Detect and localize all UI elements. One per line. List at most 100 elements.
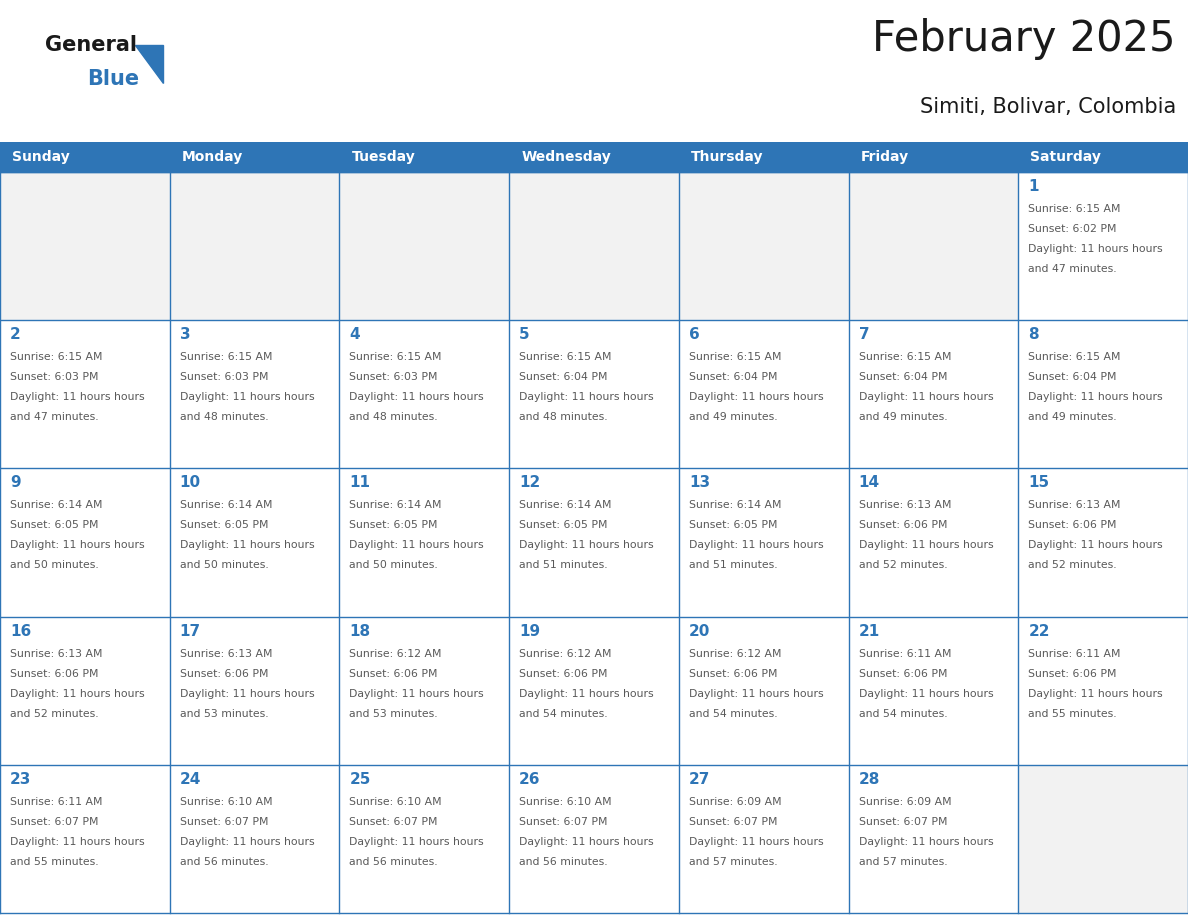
Text: Sunset: 6:05 PM: Sunset: 6:05 PM: [179, 521, 268, 531]
Text: Sunrise: 6:14 AM: Sunrise: 6:14 AM: [689, 500, 782, 510]
Bar: [0, 765, 170, 913]
Bar: [340, 468, 510, 617]
Text: Sunset: 6:07 PM: Sunset: 6:07 PM: [689, 817, 777, 827]
Text: 22: 22: [1029, 623, 1050, 639]
Bar: [170, 320, 340, 468]
Text: 3: 3: [179, 327, 190, 342]
Text: 5: 5: [519, 327, 530, 342]
Text: Daylight: 11 hours hours: Daylight: 11 hours hours: [10, 392, 145, 402]
Text: Daylight: 11 hours hours: Daylight: 11 hours hours: [689, 541, 823, 551]
Text: Wednesday: Wednesday: [522, 150, 611, 164]
Text: Daylight: 11 hours hours: Daylight: 11 hours hours: [10, 837, 145, 846]
Bar: [510, 765, 678, 913]
Text: Sunset: 6:04 PM: Sunset: 6:04 PM: [689, 372, 777, 382]
Text: and 57 minutes.: and 57 minutes.: [689, 856, 777, 867]
Bar: [510, 468, 678, 617]
Text: Sunrise: 6:15 AM: Sunrise: 6:15 AM: [10, 353, 102, 363]
Text: and 50 minutes.: and 50 minutes.: [349, 560, 438, 570]
Text: and 56 minutes.: and 56 minutes.: [179, 856, 268, 867]
Text: Sunrise: 6:10 AM: Sunrise: 6:10 AM: [519, 797, 612, 807]
Text: Daylight: 11 hours hours: Daylight: 11 hours hours: [859, 837, 993, 846]
Text: and 48 minutes.: and 48 minutes.: [179, 412, 268, 422]
Text: Sunrise: 6:15 AM: Sunrise: 6:15 AM: [349, 353, 442, 363]
Text: 27: 27: [689, 772, 710, 787]
Bar: [510, 617, 678, 765]
Text: Daylight: 11 hours hours: Daylight: 11 hours hours: [179, 837, 315, 846]
Text: Sunrise: 6:13 AM: Sunrise: 6:13 AM: [179, 649, 272, 658]
Text: Sunset: 6:06 PM: Sunset: 6:06 PM: [859, 668, 947, 678]
Text: and 52 minutes.: and 52 minutes.: [859, 560, 947, 570]
Text: Sunset: 6:03 PM: Sunset: 6:03 PM: [10, 372, 99, 382]
Text: Sunrise: 6:13 AM: Sunrise: 6:13 AM: [859, 500, 952, 510]
Text: and 50 minutes.: and 50 minutes.: [10, 560, 99, 570]
Text: Daylight: 11 hours hours: Daylight: 11 hours hours: [179, 541, 315, 551]
Text: Daylight: 11 hours hours: Daylight: 11 hours hours: [1029, 392, 1163, 402]
Text: 1: 1: [1029, 179, 1038, 194]
Text: Daylight: 11 hours hours: Daylight: 11 hours hours: [519, 392, 653, 402]
Text: Sunrise: 6:14 AM: Sunrise: 6:14 AM: [10, 500, 102, 510]
Bar: [1018, 320, 1188, 468]
Text: Sunset: 6:06 PM: Sunset: 6:06 PM: [519, 668, 607, 678]
Text: Sunrise: 6:15 AM: Sunrise: 6:15 AM: [179, 353, 272, 363]
Text: 19: 19: [519, 623, 541, 639]
Text: and 54 minutes.: and 54 minutes.: [859, 709, 947, 719]
Text: Sunrise: 6:15 AM: Sunrise: 6:15 AM: [519, 353, 612, 363]
Text: and 49 minutes.: and 49 minutes.: [859, 412, 947, 422]
Text: Sunset: 6:06 PM: Sunset: 6:06 PM: [689, 668, 777, 678]
Text: Sunset: 6:07 PM: Sunset: 6:07 PM: [859, 817, 947, 827]
Text: Sunset: 6:05 PM: Sunset: 6:05 PM: [519, 521, 607, 531]
Text: Sunrise: 6:11 AM: Sunrise: 6:11 AM: [1029, 649, 1120, 658]
Text: and 47 minutes.: and 47 minutes.: [1029, 264, 1117, 274]
Bar: [678, 320, 848, 468]
Text: and 57 minutes.: and 57 minutes.: [859, 856, 947, 867]
Text: Daylight: 11 hours hours: Daylight: 11 hours hours: [519, 541, 653, 551]
Text: Sunrise: 6:12 AM: Sunrise: 6:12 AM: [349, 649, 442, 658]
Text: Saturday: Saturday: [1030, 150, 1101, 164]
Text: Daylight: 11 hours hours: Daylight: 11 hours hours: [1029, 688, 1163, 699]
Text: Monday: Monday: [182, 150, 244, 164]
Text: and 48 minutes.: and 48 minutes.: [519, 412, 608, 422]
Text: and 51 minutes.: and 51 minutes.: [519, 560, 608, 570]
Text: Daylight: 11 hours hours: Daylight: 11 hours hours: [349, 837, 484, 846]
Text: 24: 24: [179, 772, 201, 787]
Text: and 50 minutes.: and 50 minutes.: [179, 560, 268, 570]
Text: and 52 minutes.: and 52 minutes.: [1029, 560, 1117, 570]
Text: and 48 minutes.: and 48 minutes.: [349, 412, 438, 422]
Text: Blue: Blue: [87, 69, 139, 89]
Text: 21: 21: [859, 623, 880, 639]
Text: Sunday: Sunday: [12, 150, 70, 164]
Text: Sunrise: 6:15 AM: Sunrise: 6:15 AM: [1029, 204, 1120, 214]
Text: Sunset: 6:02 PM: Sunset: 6:02 PM: [1029, 224, 1117, 234]
Text: Sunset: 6:05 PM: Sunset: 6:05 PM: [10, 521, 99, 531]
Text: Sunset: 6:04 PM: Sunset: 6:04 PM: [859, 372, 947, 382]
Bar: [0, 142, 1188, 172]
Text: and 56 minutes.: and 56 minutes.: [349, 856, 438, 867]
Text: Daylight: 11 hours hours: Daylight: 11 hours hours: [349, 688, 484, 699]
Text: and 52 minutes.: and 52 minutes.: [10, 709, 99, 719]
Text: Sunrise: 6:14 AM: Sunrise: 6:14 AM: [349, 500, 442, 510]
Text: and 55 minutes.: and 55 minutes.: [1029, 709, 1117, 719]
Text: and 56 minutes.: and 56 minutes.: [519, 856, 608, 867]
Text: 2: 2: [10, 327, 20, 342]
Polygon shape: [135, 45, 163, 83]
Bar: [340, 765, 510, 913]
Text: 10: 10: [179, 476, 201, 490]
Text: Daylight: 11 hours hours: Daylight: 11 hours hours: [689, 837, 823, 846]
Text: Daylight: 11 hours hours: Daylight: 11 hours hours: [179, 392, 315, 402]
Bar: [510, 320, 678, 468]
Text: Daylight: 11 hours hours: Daylight: 11 hours hours: [689, 392, 823, 402]
Text: Daylight: 11 hours hours: Daylight: 11 hours hours: [10, 541, 145, 551]
Bar: [848, 320, 1018, 468]
Text: Sunrise: 6:14 AM: Sunrise: 6:14 AM: [179, 500, 272, 510]
Text: 15: 15: [1029, 476, 1049, 490]
Text: 16: 16: [10, 623, 31, 639]
Text: Sunrise: 6:14 AM: Sunrise: 6:14 AM: [519, 500, 612, 510]
Text: and 51 minutes.: and 51 minutes.: [689, 560, 777, 570]
Text: Daylight: 11 hours hours: Daylight: 11 hours hours: [1029, 244, 1163, 254]
Bar: [0, 468, 170, 617]
Text: Sunset: 6:04 PM: Sunset: 6:04 PM: [519, 372, 607, 382]
Text: Sunrise: 6:10 AM: Sunrise: 6:10 AM: [179, 797, 272, 807]
Bar: [170, 468, 340, 617]
Text: 23: 23: [10, 772, 31, 787]
Bar: [510, 172, 678, 320]
